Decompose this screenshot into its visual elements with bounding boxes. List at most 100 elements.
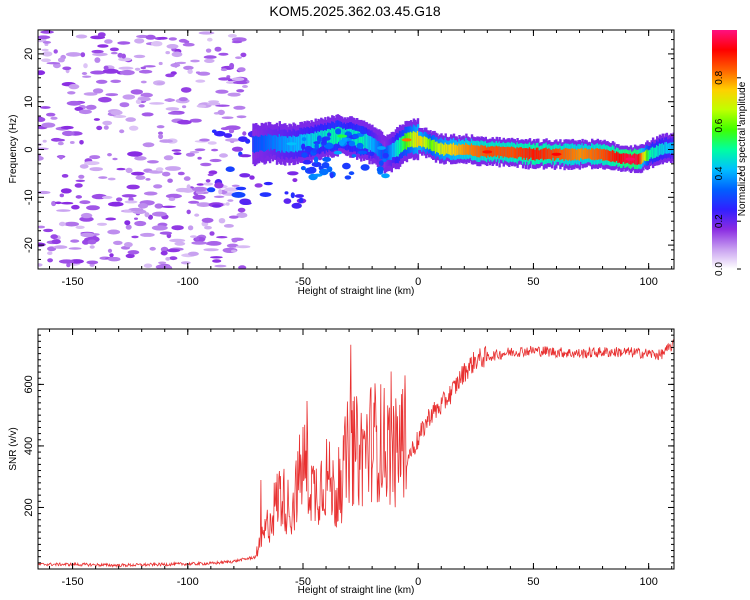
- noise-blob: [160, 250, 168, 256]
- noise-blob: [225, 202, 230, 206]
- ridge-cell: [253, 136, 257, 154]
- noise-blob: [196, 202, 211, 208]
- noise-blob: [163, 155, 174, 161]
- ridge-cell: [647, 150, 651, 161]
- noise-blob: [125, 167, 133, 174]
- ridge-cell: [448, 144, 451, 155]
- noise-blob: [86, 260, 99, 265]
- ridge-cell: [668, 142, 671, 154]
- noise-blob: [226, 243, 239, 248]
- ridge-cell: [331, 128, 334, 145]
- ridge-cell: [382, 145, 385, 160]
- ridge-cell: [418, 135, 421, 146]
- ridge-cell: [574, 148, 577, 160]
- noise-blob: [205, 179, 211, 183]
- ridge-cell: [515, 148, 518, 159]
- ridge-cell: [278, 134, 281, 151]
- noise-blob: [146, 160, 159, 164]
- noise-blob: [38, 263, 43, 267]
- ridge-cell: [311, 133, 315, 148]
- noise-blob: [110, 51, 118, 55]
- ridge-cell: [357, 131, 360, 146]
- noise-blob: [53, 245, 68, 249]
- noise-blob: [203, 248, 219, 252]
- noise-blob: [38, 117, 46, 122]
- ridge-cell: [541, 149, 544, 159]
- noise-blob: [231, 146, 244, 152]
- noise-blob: [112, 157, 118, 161]
- ridge-cell: [393, 143, 396, 157]
- ridge-cell: [585, 148, 588, 159]
- noise-blob: [125, 117, 136, 122]
- noise-blob: [165, 193, 182, 199]
- ridge-cell: [573, 149, 576, 161]
- noise-blob: [291, 202, 302, 209]
- ridge-cell: [523, 148, 526, 158]
- y-tick-label: -20: [23, 237, 35, 253]
- y-tick-label: 0: [23, 146, 35, 152]
- ridge-cell: [444, 142, 447, 155]
- colorbar-tick-label: 0.8: [714, 70, 725, 84]
- ridge-cell: [537, 147, 540, 160]
- ridge-cell: [646, 149, 649, 162]
- noise-blob: [211, 148, 219, 152]
- ridge-cell: [582, 149, 586, 160]
- noise-blob: [225, 166, 235, 172]
- noise-blob: [228, 215, 239, 219]
- noise-blob: [227, 92, 241, 97]
- noise-blob: [239, 154, 252, 158]
- noise-blob: [183, 176, 191, 181]
- noise-blob: [96, 222, 108, 226]
- noise-blob: [70, 239, 80, 243]
- ridge-cell: [256, 136, 259, 152]
- noise-blob: [175, 187, 189, 193]
- noise-blob: [290, 192, 295, 199]
- ridge-blob: [301, 137, 307, 142]
- ridge-cell: [611, 149, 615, 162]
- noise-blob: [38, 35, 51, 40]
- noise-blob: [81, 72, 88, 75]
- noise-blob: [214, 130, 226, 137]
- ridge-cell: [606, 149, 609, 161]
- noise-blob: [109, 47, 119, 52]
- noise-blob: [75, 34, 88, 39]
- noise-blob: [187, 251, 199, 256]
- noise-blob: [189, 118, 202, 123]
- noise-blob: [103, 65, 109, 71]
- ridge-cell: [443, 144, 446, 156]
- noise-blob: [151, 225, 168, 231]
- noise-blob: [165, 257, 171, 261]
- ridge-blob: [356, 142, 364, 149]
- ridge-cell: [640, 152, 644, 164]
- noise-blob: [57, 141, 64, 146]
- ridge-blob: [324, 142, 334, 150]
- ridge-peak: [337, 134, 348, 138]
- ridge-cell: [497, 146, 500, 156]
- ridge-cell: [512, 146, 515, 158]
- noise-blob: [50, 234, 58, 240]
- noise-blob: [195, 71, 201, 74]
- noise-blob: [187, 69, 193, 74]
- noise-blob: [229, 62, 235, 69]
- x-tick-label: -150: [62, 576, 84, 588]
- noise-blob: [168, 37, 177, 41]
- noise-blob: [214, 264, 227, 268]
- noise-blob: [190, 59, 200, 63]
- noise-blob: [42, 51, 53, 57]
- ridge-cell: [548, 148, 551, 159]
- ridge-blob: [311, 148, 317, 153]
- ridge-cell: [400, 137, 403, 153]
- ridge-cell: [567, 148, 570, 161]
- ridge-cell: [358, 131, 362, 147]
- ridge-cell: [361, 132, 364, 148]
- ridge-cell: [421, 136, 424, 148]
- ridge-cell: [636, 154, 640, 165]
- noise-blob: [75, 225, 85, 229]
- snr-content: [38, 339, 674, 569]
- ridge-cell: [480, 144, 483, 156]
- y-tick-label: 10: [23, 96, 35, 108]
- noise-blob: [209, 231, 215, 236]
- noise-blob: [158, 61, 163, 66]
- ridge-cell: [268, 134, 272, 151]
